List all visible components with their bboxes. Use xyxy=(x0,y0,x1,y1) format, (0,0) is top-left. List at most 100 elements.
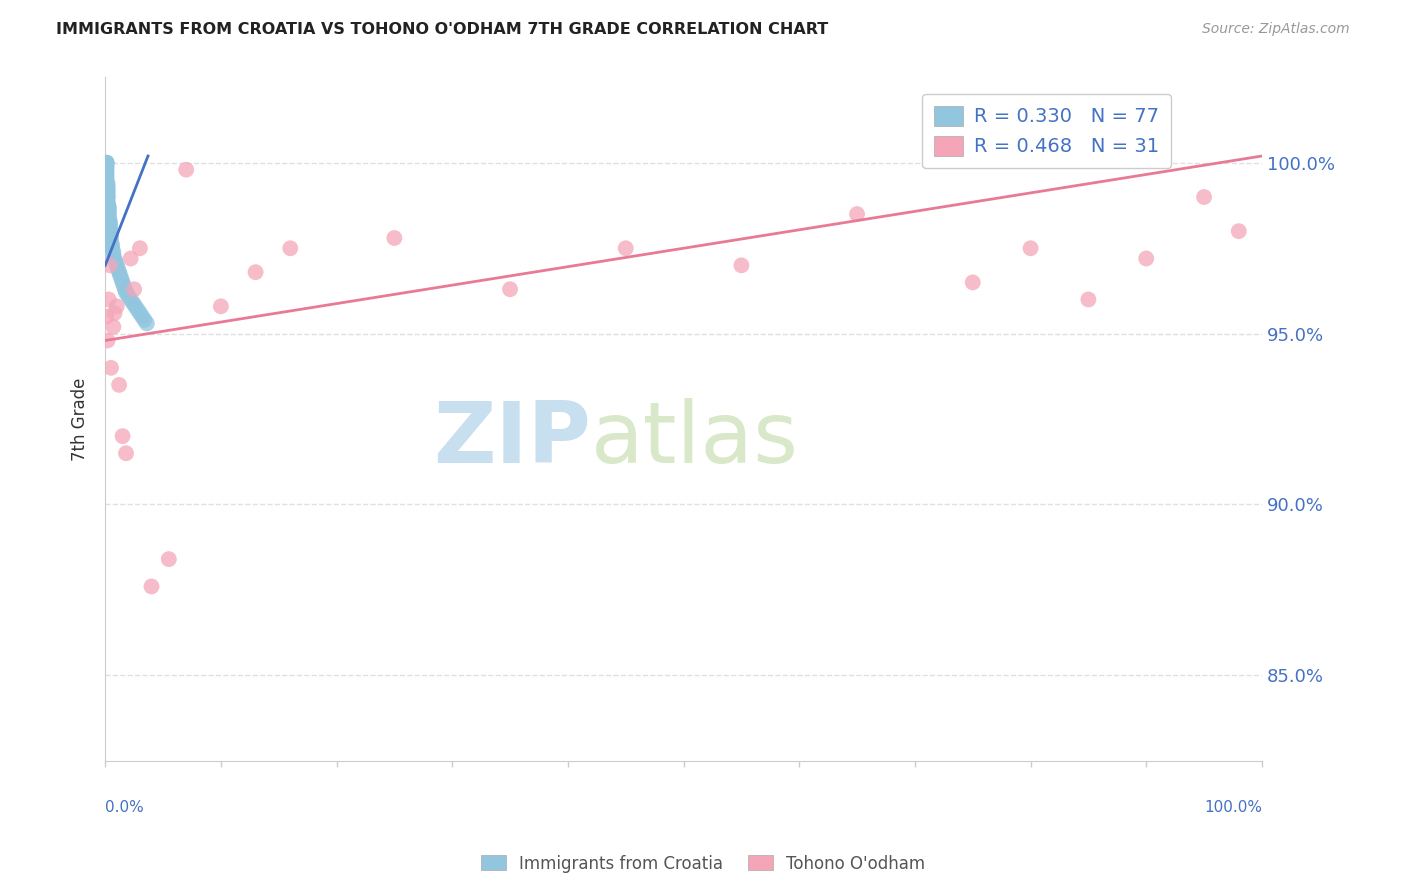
Point xyxy=(103,248,125,262)
Point xyxy=(127,302,149,317)
Point xyxy=(122,296,145,310)
Point xyxy=(134,313,156,327)
Point xyxy=(278,241,301,255)
Point xyxy=(96,183,118,197)
Point xyxy=(120,252,142,266)
Point xyxy=(96,156,118,170)
Point xyxy=(96,177,118,191)
Point xyxy=(100,235,122,249)
Point xyxy=(96,156,118,170)
Point xyxy=(135,317,157,331)
Point xyxy=(384,231,406,245)
Point xyxy=(120,293,142,307)
Point xyxy=(129,306,152,320)
Point xyxy=(97,197,120,211)
Point xyxy=(110,272,132,286)
Text: 100.0%: 100.0% xyxy=(1204,799,1263,814)
Text: 0.0%: 0.0% xyxy=(105,799,143,814)
Point xyxy=(105,258,128,272)
Point xyxy=(110,268,132,283)
Point xyxy=(614,241,637,255)
Point xyxy=(100,360,122,375)
Point xyxy=(96,159,118,173)
Point xyxy=(1135,252,1157,266)
Point xyxy=(124,299,146,313)
Point xyxy=(96,162,118,177)
Point xyxy=(98,220,121,235)
Point xyxy=(122,282,145,296)
Point xyxy=(96,179,118,194)
Point xyxy=(209,299,232,313)
Point xyxy=(96,186,118,201)
Point xyxy=(96,156,118,170)
Point xyxy=(96,159,118,173)
Point xyxy=(96,156,118,170)
Point xyxy=(101,237,124,252)
Point xyxy=(115,285,138,300)
Point xyxy=(97,214,120,228)
Point xyxy=(108,377,131,392)
Point xyxy=(96,166,118,180)
Text: Source: ZipAtlas.com: Source: ZipAtlas.com xyxy=(1202,22,1350,37)
Point xyxy=(730,258,752,272)
Point xyxy=(98,217,121,231)
Point xyxy=(1077,293,1099,307)
Point xyxy=(846,207,869,221)
Y-axis label: 7th Grade: 7th Grade xyxy=(72,377,89,461)
Point xyxy=(108,265,131,279)
Point xyxy=(1227,224,1250,238)
Point xyxy=(96,194,118,208)
Point xyxy=(1192,190,1215,204)
Point xyxy=(131,310,153,324)
Point xyxy=(96,190,118,204)
Point xyxy=(96,166,118,180)
Point xyxy=(103,252,125,266)
Point xyxy=(114,282,136,296)
Point xyxy=(96,186,118,201)
Legend: R = 0.330   N = 77, R = 0.468   N = 31: R = 0.330 N = 77, R = 0.468 N = 31 xyxy=(922,94,1171,168)
Point xyxy=(100,227,122,242)
Point xyxy=(129,241,152,255)
Point xyxy=(96,190,118,204)
Point xyxy=(141,579,163,593)
Point xyxy=(245,265,267,279)
Point xyxy=(96,156,118,170)
Point xyxy=(103,306,125,320)
Point xyxy=(96,159,118,173)
Point xyxy=(97,293,120,307)
Point xyxy=(97,200,120,214)
Text: ZIP: ZIP xyxy=(433,398,591,481)
Point xyxy=(96,156,118,170)
Point xyxy=(96,179,118,194)
Point xyxy=(111,276,134,290)
Point xyxy=(499,282,522,296)
Point xyxy=(100,224,122,238)
Point xyxy=(96,169,118,184)
Point xyxy=(96,197,118,211)
Point xyxy=(97,203,120,218)
Point xyxy=(97,211,120,225)
Point xyxy=(96,156,118,170)
Point xyxy=(96,169,118,184)
Point xyxy=(98,214,121,228)
Point xyxy=(96,177,118,191)
Point xyxy=(96,183,118,197)
Text: atlas: atlas xyxy=(591,398,799,481)
Text: IMMIGRANTS FROM CROATIA VS TOHONO O'ODHAM 7TH GRADE CORRELATION CHART: IMMIGRANTS FROM CROATIA VS TOHONO O'ODHA… xyxy=(56,22,828,37)
Point xyxy=(98,258,121,272)
Point xyxy=(96,173,118,187)
Point xyxy=(111,429,134,443)
Point xyxy=(98,224,121,238)
Point xyxy=(96,190,118,204)
Point xyxy=(97,203,120,218)
Point xyxy=(105,299,128,313)
Point xyxy=(104,255,127,269)
Point xyxy=(157,552,180,566)
Point xyxy=(1019,241,1042,255)
Legend: Immigrants from Croatia, Tohono O'odham: Immigrants from Croatia, Tohono O'odham xyxy=(474,848,932,880)
Point xyxy=(96,162,118,177)
Point xyxy=(96,334,118,348)
Point xyxy=(103,244,125,259)
Point xyxy=(98,217,121,231)
Point xyxy=(101,241,124,255)
